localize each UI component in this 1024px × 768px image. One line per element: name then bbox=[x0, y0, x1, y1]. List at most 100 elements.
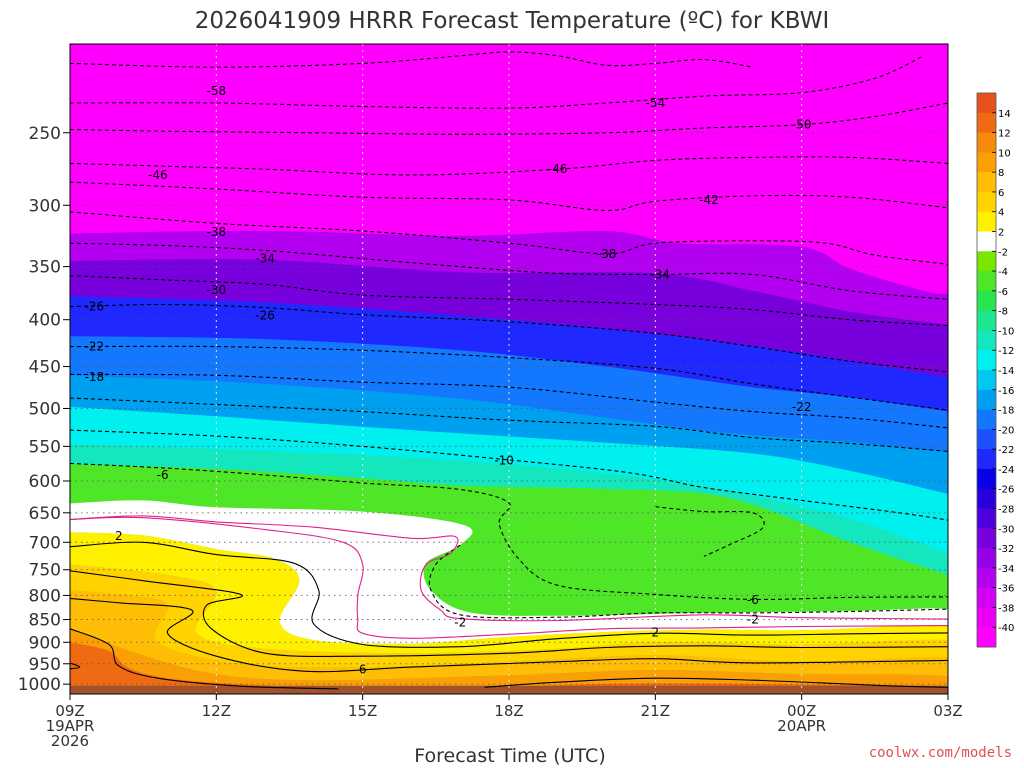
y-axis: 2503003504004505005506006507007508008509… bbox=[18, 124, 70, 695]
colorbar-swatch bbox=[977, 548, 996, 569]
contour-line bbox=[70, 397, 948, 452]
contour-label: -38 bbox=[207, 225, 227, 239]
colorbar-swatch bbox=[977, 172, 996, 193]
y-tick-label: 750 bbox=[29, 561, 61, 581]
contour-label: -38 bbox=[597, 247, 617, 261]
contour-layer bbox=[70, 51, 948, 690]
colorbar-label: 14 bbox=[998, 109, 1011, 120]
contour-label: -6 bbox=[157, 468, 169, 482]
contour-label: -46 bbox=[148, 168, 168, 182]
x-tick-label: 18Z bbox=[494, 702, 523, 720]
contour-label: 6 bbox=[359, 663, 367, 677]
colorbar-swatch bbox=[977, 211, 996, 232]
contour-line bbox=[70, 181, 948, 212]
colorbar-swatch bbox=[977, 488, 996, 509]
contour-line bbox=[70, 275, 948, 327]
contour-label: -26 bbox=[255, 309, 275, 323]
x-axis-title: Forecast Time (UTC) bbox=[414, 745, 605, 767]
x-tick-label: 12Z bbox=[202, 702, 231, 720]
colorbar-label: -32 bbox=[998, 544, 1014, 555]
contour-line bbox=[428, 544, 948, 619]
contour-line bbox=[484, 677, 948, 688]
x-tick-label: 15Z bbox=[348, 702, 377, 720]
colorbar-label: -40 bbox=[998, 623, 1014, 634]
y-tick-label: 500 bbox=[29, 399, 61, 419]
colorbar-label: -36 bbox=[998, 584, 1014, 595]
contour-label: -54 bbox=[646, 96, 666, 110]
contour-label: -22 bbox=[792, 400, 812, 414]
contour-label: -58 bbox=[207, 84, 227, 98]
x-tick-label: 03Z bbox=[933, 702, 962, 720]
y-tick-label: 900 bbox=[29, 633, 61, 653]
colorbar-label: -30 bbox=[998, 524, 1014, 535]
colorbar-swatch bbox=[977, 310, 996, 331]
colorbar-swatch bbox=[977, 350, 996, 371]
y-tick-label: 350 bbox=[29, 258, 61, 278]
colorbar-label: -12 bbox=[998, 346, 1014, 357]
contour-line bbox=[70, 628, 339, 690]
colorbar-label: -38 bbox=[998, 603, 1014, 614]
colorbar-label: 4 bbox=[998, 208, 1004, 219]
band-white bbox=[70, 500, 948, 644]
contour-line bbox=[70, 662, 81, 670]
contour-label: -42 bbox=[699, 193, 719, 207]
chart-title: 2026041909 HRRR Forecast Temperature (ºC… bbox=[195, 8, 830, 34]
contour-line bbox=[70, 156, 948, 176]
contour-line bbox=[70, 515, 948, 622]
ground-strip bbox=[70, 685, 948, 694]
temperature-fill-layer bbox=[70, 44, 948, 694]
contour-line bbox=[70, 55, 924, 109]
colorbar-swatch bbox=[977, 429, 996, 450]
contour-label: -6 bbox=[747, 593, 759, 607]
colorbar-label: -16 bbox=[998, 386, 1014, 397]
contour-label: -46 bbox=[548, 162, 568, 176]
contour-line bbox=[655, 506, 765, 557]
colorbar-swatch bbox=[977, 191, 996, 213]
y-tick-label: 1000 bbox=[18, 675, 61, 695]
colorbar-swatch bbox=[977, 330, 996, 351]
contour-label: -22 bbox=[85, 340, 105, 354]
colorbar-swatch bbox=[977, 607, 996, 628]
contour-label: -10 bbox=[494, 454, 514, 468]
colorbar-swatch bbox=[977, 389, 996, 411]
contour-label: -2 bbox=[747, 613, 759, 627]
colorbar-swatch bbox=[977, 271, 996, 292]
y-tick-label: 300 bbox=[29, 196, 61, 216]
contour-line bbox=[70, 373, 948, 429]
contour-label: -18 bbox=[85, 370, 105, 384]
colorbar-swatch bbox=[977, 290, 996, 312]
band-yellow bbox=[70, 564, 948, 668]
contour-label-layer: -58-54-50-46 -46-42-38-38-34-34-30-26-26-… bbox=[85, 84, 812, 677]
colorbar-swatch bbox=[977, 370, 996, 391]
colorbar-label: 10 bbox=[998, 148, 1011, 159]
contour-label: -34 bbox=[255, 252, 275, 266]
band-orange bbox=[70, 628, 948, 694]
y-tick-label: 400 bbox=[29, 311, 61, 331]
colorbar-label: -20 bbox=[998, 425, 1014, 436]
colorbar-label: -22 bbox=[998, 445, 1014, 456]
contour-label: -34 bbox=[650, 267, 670, 281]
colorbar-label: -34 bbox=[998, 564, 1014, 575]
y-tick-label: 250 bbox=[29, 124, 61, 144]
colorbar-swatch bbox=[977, 93, 996, 114]
colorbar-label: 2 bbox=[998, 228, 1004, 239]
colorbar-label: -8 bbox=[998, 307, 1008, 318]
contour-line bbox=[70, 211, 948, 265]
contour-label: 2 bbox=[115, 529, 123, 543]
contour-label: -50 bbox=[792, 118, 812, 132]
contour-line bbox=[70, 516, 948, 639]
contour-label: 2 bbox=[652, 625, 660, 639]
colorbar-swatch bbox=[977, 627, 996, 648]
y-tick-label: 650 bbox=[29, 504, 61, 524]
colorbar-swatch bbox=[977, 231, 996, 252]
band-light-yellow bbox=[70, 532, 948, 654]
colorbar-swatch bbox=[977, 468, 996, 490]
contour-label: -26 bbox=[85, 300, 105, 314]
contour-line bbox=[70, 462, 948, 601]
grid-layer bbox=[69, 44, 949, 694]
colorbar-label: -18 bbox=[998, 406, 1014, 417]
colorbar-label: -24 bbox=[998, 465, 1014, 476]
colorbar-label: 12 bbox=[998, 129, 1011, 140]
colorbar-swatch bbox=[977, 152, 996, 173]
colorbar-label: -2 bbox=[998, 247, 1008, 258]
